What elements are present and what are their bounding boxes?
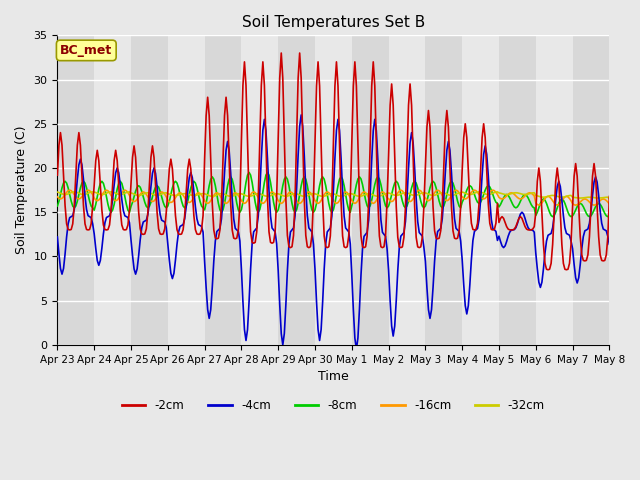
Bar: [278, 36, 315, 345]
Bar: [426, 36, 462, 345]
Bar: [131, 36, 168, 345]
Bar: [462, 36, 499, 345]
Bar: [573, 36, 609, 345]
Bar: [58, 36, 94, 345]
Title: Soil Temperatures Set B: Soil Temperatures Set B: [242, 15, 425, 30]
Bar: [536, 36, 573, 345]
Bar: [352, 36, 388, 345]
Text: BC_met: BC_met: [60, 44, 113, 57]
Bar: [388, 36, 426, 345]
Bar: [499, 36, 536, 345]
Bar: [241, 36, 278, 345]
Bar: [315, 36, 352, 345]
Bar: [94, 36, 131, 345]
Bar: [609, 36, 640, 345]
Legend: -2cm, -4cm, -8cm, -16cm, -32cm: -2cm, -4cm, -8cm, -16cm, -32cm: [117, 394, 550, 416]
Bar: [205, 36, 241, 345]
Y-axis label: Soil Temperature (C): Soil Temperature (C): [15, 126, 28, 254]
X-axis label: Time: Time: [318, 370, 349, 383]
Bar: [168, 36, 205, 345]
